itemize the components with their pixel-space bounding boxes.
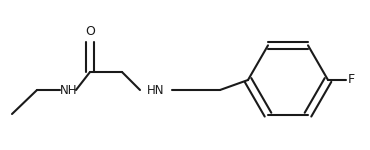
Text: HN: HN: [147, 84, 165, 96]
Text: O: O: [85, 25, 95, 38]
Text: F: F: [348, 74, 355, 87]
Text: NH: NH: [60, 84, 77, 96]
